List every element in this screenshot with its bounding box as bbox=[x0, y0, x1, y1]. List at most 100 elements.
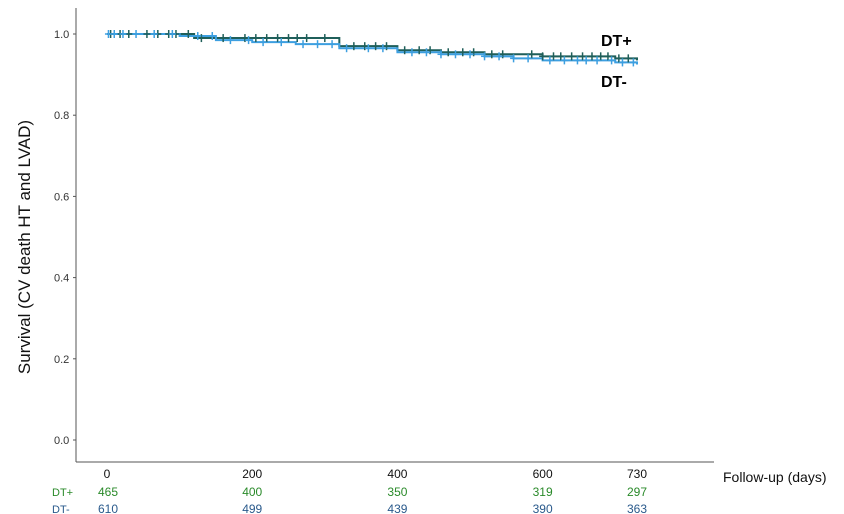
censor-mark-dt-minus bbox=[277, 38, 285, 47]
censor-mark-dt-minus bbox=[299, 40, 307, 49]
risk-value: 465 bbox=[98, 485, 118, 499]
risk-value: 350 bbox=[387, 485, 407, 499]
y-axis-label: Survival (CV death HT and LVAD) bbox=[15, 120, 34, 374]
risk-value: 363 bbox=[627, 502, 647, 514]
censor-mark-dt-minus bbox=[314, 40, 322, 49]
censor-mark-dt-minus bbox=[524, 54, 532, 63]
censor-mark-dt-minus bbox=[132, 30, 140, 38]
censor-mark-dt-plus bbox=[488, 50, 496, 59]
x-tick-label: 0 bbox=[104, 467, 111, 481]
censor-mark-dt-plus bbox=[184, 30, 192, 38]
censor-mark-dt-plus bbox=[274, 34, 282, 43]
y-tick-labels: 0.0 0.2 0.4 0.6 0.8 1.0 bbox=[54, 29, 76, 447]
censor-mark-dt-plus bbox=[383, 42, 391, 51]
censor-mark-dt-plus bbox=[415, 46, 423, 55]
censor-mark-dt-minus bbox=[618, 58, 626, 67]
censor-mark-dt-minus bbox=[593, 56, 601, 65]
censor-mark-dt-plus bbox=[588, 52, 596, 61]
censor-mark-dt-plus bbox=[597, 52, 605, 61]
censor-mark-dt-minus bbox=[546, 56, 554, 65]
censor-mark-dt-plus bbox=[321, 34, 329, 43]
survival-curve-dt-minus bbox=[107, 33, 638, 65]
censor-mark-dt-plus bbox=[568, 52, 576, 61]
censor-mark-dt-plus bbox=[528, 50, 536, 59]
censor-mark-dt-minus bbox=[119, 30, 127, 38]
x-axis-label: Follow-up (days) bbox=[723, 469, 826, 485]
y-tick-label: 0.8 bbox=[54, 110, 69, 122]
censor-mark-dt-plus bbox=[604, 52, 612, 61]
curve-label-dt-plus: DT+ bbox=[601, 33, 632, 50]
risk-value: 390 bbox=[533, 502, 553, 514]
risk-value: 297 bbox=[627, 485, 647, 499]
survival-curves bbox=[107, 33, 638, 65]
censor-mark-dt-plus bbox=[499, 50, 507, 59]
censor-mark-dt-plus bbox=[557, 52, 565, 61]
censor-marks bbox=[104, 30, 637, 67]
risk-value: 400 bbox=[242, 485, 262, 499]
censor-mark-dt-minus bbox=[582, 56, 590, 65]
censor-mark-dt-minus bbox=[364, 44, 372, 53]
censor-mark-dt-plus bbox=[143, 30, 151, 38]
censor-mark-dt-plus bbox=[219, 34, 227, 43]
y-tick-label: 0.0 bbox=[54, 435, 69, 447]
censor-mark-dt-plus bbox=[293, 34, 301, 43]
y-tick-label: 0.6 bbox=[54, 191, 69, 203]
censor-mark-dt-plus bbox=[285, 34, 293, 43]
censor-mark-dt-plus bbox=[615, 54, 623, 63]
x-tick-label: 400 bbox=[387, 467, 407, 481]
censor-mark-dt-minus bbox=[150, 30, 158, 38]
x-tick-label: 600 bbox=[533, 467, 553, 481]
censor-mark-dt-plus bbox=[470, 48, 478, 57]
censor-mark-dt-plus bbox=[303, 34, 311, 43]
risk-row-label: DT+ bbox=[52, 487, 73, 499]
risk-value: 499 bbox=[242, 502, 262, 514]
censor-mark-dt-minus bbox=[481, 52, 489, 61]
censor-mark-dt-minus bbox=[208, 32, 216, 41]
censor-mark-dt-minus bbox=[408, 48, 416, 57]
censor-mark-dt-minus bbox=[259, 38, 267, 47]
y-tick-label: 0.2 bbox=[54, 354, 69, 366]
censor-mark-dt-minus bbox=[451, 50, 459, 59]
risk-value: 319 bbox=[533, 485, 553, 499]
censor-mark-dt-minus bbox=[510, 54, 518, 63]
censor-mark-dt-minus bbox=[226, 36, 234, 45]
censor-mark-dt-plus bbox=[579, 52, 587, 61]
risk-row-label: DT- bbox=[52, 504, 70, 514]
y-tick-label: 0.4 bbox=[54, 273, 69, 285]
censor-mark-dt-plus bbox=[350, 42, 358, 51]
censor-mark-dt-plus bbox=[401, 46, 409, 55]
censor-mark-dt-minus bbox=[343, 44, 351, 53]
censor-mark-dt-minus bbox=[422, 48, 430, 57]
x-tick-label: 200 bbox=[242, 467, 262, 481]
censor-mark-dt-plus bbox=[426, 46, 434, 55]
censor-mark-dt-minus bbox=[608, 56, 616, 65]
censor-mark-dt-plus bbox=[372, 42, 380, 51]
censor-mark-dt-minus bbox=[495, 52, 503, 61]
censor-mark-dt-minus bbox=[560, 56, 568, 65]
censor-mark-dt-plus bbox=[197, 34, 205, 43]
number-at-risk-table: DT+ 465 400 350 319 297 DT- 610 499 439 390 363 bbox=[52, 485, 647, 514]
censor-mark-dt-minus bbox=[466, 50, 474, 59]
censor-mark-dt-minus bbox=[194, 32, 202, 41]
x-tick-labels: 0 200 400 600 730 bbox=[104, 467, 648, 481]
censor-mark-dt-minus bbox=[629, 58, 637, 67]
censor-mark-dt-plus bbox=[361, 42, 369, 51]
axes bbox=[75, 8, 714, 463]
censor-mark-dt-minus bbox=[328, 40, 336, 49]
censor-mark-dt-minus bbox=[573, 56, 581, 65]
censor-mark-dt-minus bbox=[168, 30, 176, 38]
censor-mark-dt-plus bbox=[444, 48, 452, 57]
censor-mark-dt-plus bbox=[459, 48, 467, 57]
censor-mark-dt-plus bbox=[241, 34, 249, 43]
censor-mark-dt-plus bbox=[624, 54, 632, 63]
censor-mark-dt-minus bbox=[110, 30, 118, 38]
censor-mark-dt-plus bbox=[539, 52, 547, 61]
censor-mark-dt-plus bbox=[550, 52, 558, 61]
censor-mark-dt-minus bbox=[437, 50, 445, 59]
curve-label-dt-minus: DT- bbox=[601, 74, 627, 91]
risk-value: 610 bbox=[98, 502, 118, 514]
y-tick-label: 1.0 bbox=[54, 29, 69, 41]
x-tick-label: 730 bbox=[627, 467, 647, 481]
censor-mark-dt-plus bbox=[263, 34, 271, 43]
censor-mark-dt-plus bbox=[252, 34, 260, 43]
